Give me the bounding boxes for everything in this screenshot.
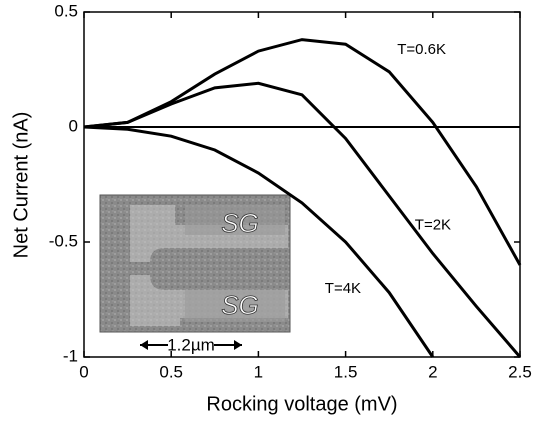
x-tick-label: 2: [428, 362, 437, 381]
series-label: T=4K: [325, 280, 361, 297]
page: {"chart_data": {"type": "line", "x_label…: [0, 0, 539, 425]
inset-image: SG SG 1.2µm: [100, 195, 290, 354]
inset-label: SG: [221, 208, 259, 238]
series-label: T=0.6K: [397, 41, 446, 58]
y-tick-label: -1: [63, 346, 78, 365]
chart: SG SG 1.2µm Rocking voltage (mV) Net Cur…: [0, 0, 539, 425]
y-tick-label: 0.5: [54, 1, 78, 20]
x-tick-label: 1.5: [334, 362, 358, 381]
inset-label: SG: [221, 290, 259, 320]
y-axis-title: Net Current (nA): [10, 112, 32, 259]
x-tick-label: 0: [79, 362, 88, 381]
series-label: T=2K: [415, 216, 451, 233]
y-tick-label: -0.5: [49, 231, 78, 250]
x-tick-label: 1: [254, 362, 263, 381]
inset-scale-label: 1.2µm: [167, 335, 215, 354]
x-axis-title: Rocking voltage (mV): [206, 393, 397, 415]
x-tick-label: 2.5: [508, 362, 532, 381]
y-tick-label: 0: [69, 116, 78, 135]
x-tick-label: 0.5: [159, 362, 183, 381]
